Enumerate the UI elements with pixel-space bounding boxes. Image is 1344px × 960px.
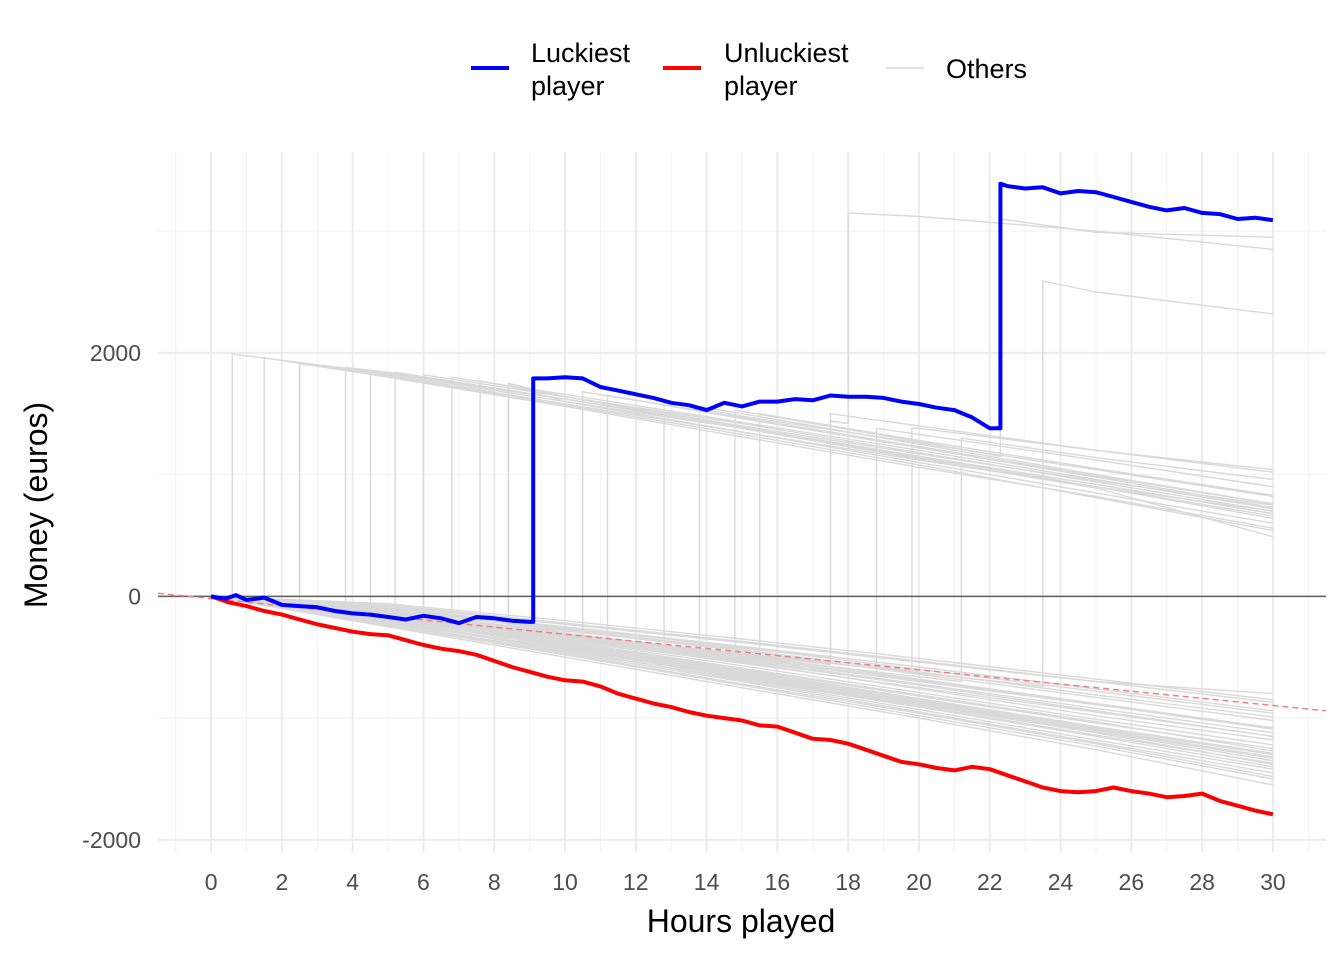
x-tick-label: 16 [765, 869, 791, 895]
others-series-line [211, 595, 1273, 718]
legend: Luckiest player Unluckiest player Others [471, 38, 1027, 101]
x-tick-label: 6 [417, 869, 430, 895]
x-tick-label: 2 [275, 869, 288, 895]
unluckiest-player-line [210, 594, 1274, 817]
x-tick-label: 22 [977, 869, 1003, 895]
others-series-line [211, 437, 1273, 683]
legend-item-luckiest: Luckiest player [471, 38, 638, 101]
legend-label-luckiest-line2: player [531, 71, 605, 101]
others-series-line [210, 595, 1274, 764]
others-series-line [211, 595, 1273, 695]
others-series-line [211, 376, 1274, 622]
others-series-line [211, 595, 1273, 701]
others-series-line [211, 218, 1273, 655]
others-series-line [211, 405, 1274, 651]
x-tick-label: 18 [835, 869, 861, 895]
legend-item-unluckiest: Unluckiest player [663, 38, 856, 101]
x-tick-label: 28 [1189, 869, 1215, 895]
y-tick-label: 2000 [90, 340, 141, 366]
highlighted-series [210, 181, 1274, 817]
y-axis-tick-labels: -2000 0 2000 [82, 340, 141, 853]
others-series-line [210, 595, 1274, 780]
x-tick-label: 14 [694, 869, 720, 895]
y-tick-label: 0 [128, 583, 141, 609]
legend-item-others: Others [886, 54, 1027, 84]
x-axis-tick-labels: 0 2 4 6 8 10 12 14 16 18 20 22 24 26 28 30 [205, 869, 1286, 895]
x-tick-label: 4 [346, 869, 359, 895]
others-series-line [211, 380, 1273, 625]
others-series-line [211, 595, 1274, 768]
others-series-line [211, 363, 1274, 608]
legend-label-luckiest: Luckiest player [531, 38, 638, 101]
others-series [210, 212, 1274, 786]
others-series-line [211, 382, 1274, 628]
others-series-line [211, 374, 1274, 619]
others-series-line [211, 595, 1273, 712]
y-axis-title: Money (euros) [18, 402, 54, 608]
others-series-line [211, 595, 1274, 758]
legend-label-unluckiest: Unluckiest player [724, 38, 856, 101]
x-tick-label: 0 [205, 869, 218, 895]
legend-label-luckiest-line1: Luckiest [531, 38, 631, 68]
others-series-line [210, 595, 1274, 786]
others-series-line [211, 595, 1273, 722]
others-series-line [211, 391, 1274, 636]
x-tick-label: 24 [1048, 869, 1074, 895]
x-axis-title: Hours played [647, 903, 836, 939]
others-series-line [211, 280, 1273, 688]
y-tick-label: -2000 [82, 827, 141, 853]
x-tick-label: 26 [1119, 869, 1145, 895]
x-tick-label: 12 [623, 869, 649, 895]
x-tick-label: 20 [906, 869, 932, 895]
legend-label-unluckiest-line2: player [724, 71, 798, 101]
others-series-line [210, 595, 1274, 774]
legend-label-unluckiest-line1: Unluckiest [724, 38, 849, 68]
others-series-line [210, 595, 1274, 778]
legend-label-others: Others [946, 54, 1027, 84]
luckiest-player-line [210, 181, 1274, 626]
x-tick-label: 10 [552, 869, 578, 895]
x-tick-label: 30 [1260, 869, 1286, 895]
others-series-line [211, 595, 1273, 737]
others-series-line [211, 370, 1274, 616]
x-tick-label: 8 [488, 869, 501, 895]
